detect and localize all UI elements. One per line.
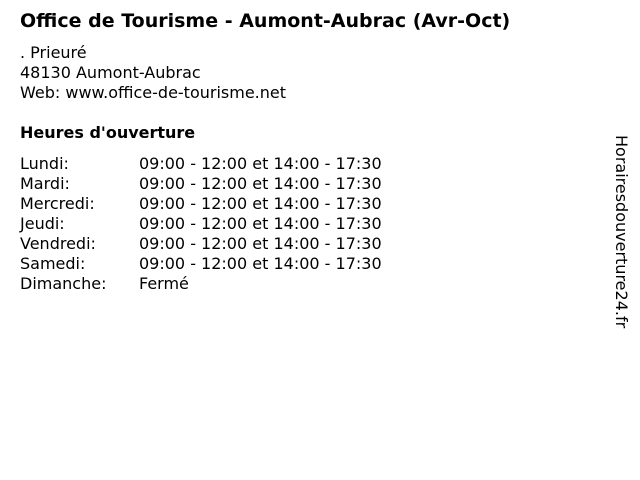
- hours-row: Dimanche: Fermé: [20, 274, 382, 294]
- day: Samedi:: [20, 254, 86, 273]
- time: 09:00 - 12:00 et 14:00 - 17:30: [139, 254, 382, 273]
- time: 09:00 - 12:00 et 14:00 - 17:30: [139, 154, 382, 173]
- address-city: 48130 Aumont-Aubrac: [20, 63, 201, 82]
- hours-heading: Heures d'ouverture: [20, 123, 196, 142]
- address-web: Web: www.office-de-tourisme.net: [20, 83, 287, 102]
- hours-table: Lundi: 09:00 - 12:00 et 14:00 - 17:30 Mar…: [20, 154, 382, 294]
- address: . Prieuré 48130 Aumont-Aubrac Web: www.o…: [20, 43, 286, 103]
- hours-row: Lundi: 09:00 - 12:00 et 14:00 - 17:30: [20, 154, 382, 174]
- day: Mardi:: [20, 174, 70, 193]
- time: 09:00 - 12:00 et 14:00 - 17:30: [139, 234, 382, 253]
- hours-row: Mardi: 09:00 - 12:00 et 14:00 - 17:30: [20, 174, 382, 194]
- time: Fermé: [139, 274, 189, 293]
- hours-row: Jeudi: 09:00 - 12:00 et 14:00 - 17:30: [20, 214, 382, 234]
- day: Mercredi:: [20, 194, 95, 213]
- hours-row: Samedi: 09:00 - 12:00 et 14:00 - 17:30: [20, 254, 382, 274]
- watermark: Horairesdouverture24.fr: [612, 135, 631, 329]
- time: 09:00 - 12:00 et 14:00 - 17:30: [139, 214, 382, 233]
- page-title: Office de Tourisme - Aumont-Aubrac (Avr-…: [20, 10, 511, 32]
- time: 09:00 - 12:00 et 14:00 - 17:30: [139, 194, 382, 213]
- day: Lundi:: [20, 154, 69, 173]
- hours-row: Vendredi: 09:00 - 12:00 et 14:00 - 17:30: [20, 234, 382, 254]
- hours-row: Mercredi: 09:00 - 12:00 et 14:00 - 17:30: [20, 194, 382, 214]
- address-street: . Prieuré: [20, 43, 87, 62]
- day: Vendredi:: [20, 234, 96, 253]
- day: Dimanche:: [20, 274, 107, 293]
- time: 09:00 - 12:00 et 14:00 - 17:30: [139, 174, 382, 193]
- day: Jeudi:: [20, 214, 65, 233]
